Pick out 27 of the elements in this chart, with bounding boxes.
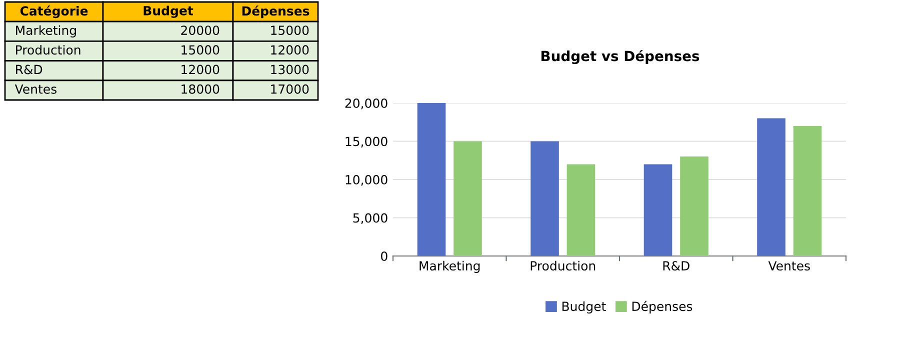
category-label: Ventes: [14, 84, 56, 94]
legend-label: Dépenses: [632, 300, 692, 314]
category-label: Production: [16, 44, 80, 55]
text: 15000: [271, 26, 309, 36]
text: 12000: [271, 45, 309, 55]
x-tick-label: Marketing: [420, 260, 480, 273]
y-tick-label: 10,000: [346, 174, 388, 186]
x-tick-label: Ventes: [768, 261, 810, 271]
y-tick-label: 0: [381, 251, 388, 261]
x-tick-label: Production: [530, 260, 596, 271]
text: Catégorie: [20, 5, 88, 18]
category-label: Marketing: [16, 25, 76, 38]
text: Budget: [144, 6, 194, 18]
legend-label: Budget: [562, 301, 606, 314]
text: 13000: [271, 64, 309, 74]
x-tick-label: R&D: [663, 261, 690, 271]
text: 20000: [181, 26, 220, 36]
chart-title: Budget vs Dépenses: [541, 50, 700, 64]
y-tick-label: 15,000: [346, 136, 388, 148]
text: 17000: [271, 84, 309, 94]
text: 18000: [182, 84, 220, 94]
category-label: R&D: [16, 64, 42, 74]
text: Dépenses: [242, 6, 310, 18]
text: 12000: [182, 64, 220, 74]
y-tick-label: 20,000: [345, 98, 388, 110]
text: 15000: [182, 45, 220, 55]
y-tick-label: 5,000: [353, 213, 388, 224]
